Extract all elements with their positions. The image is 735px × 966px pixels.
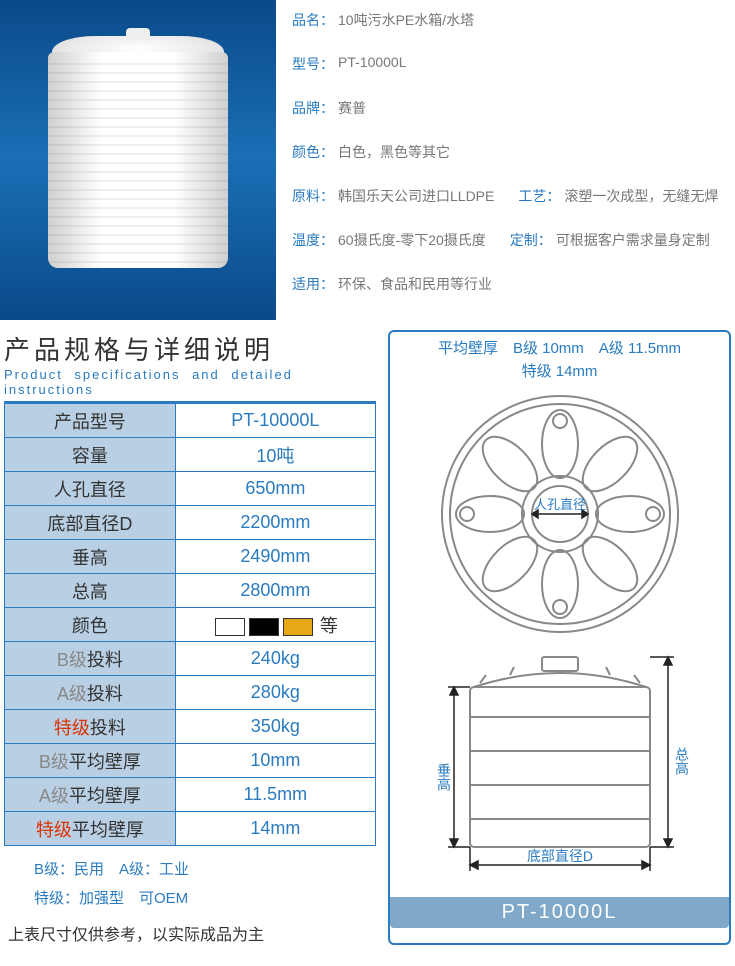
table-row: A级投料280kg <box>5 676 376 710</box>
spec-label: 人孔直径 <box>5 472 176 506</box>
info-value: 环保、食品和民用等行业 <box>338 274 492 294</box>
product-photo <box>0 0 276 320</box>
table-row: 产品型号PT-10000L <box>5 404 376 438</box>
spec-label: A级平均壁厚 <box>5 778 176 812</box>
info-row: 品名：10吨污水PE水箱/水塔 <box>292 10 735 30</box>
info-value: PT-10000L <box>338 54 407 74</box>
spec-label: 垂高 <box>5 540 176 574</box>
info-row: 型号：PT-10000L <box>292 54 735 74</box>
info-row: 颜色：白色，黑色等其它 <box>292 142 735 162</box>
table-row: 总高2800mm <box>5 574 376 608</box>
spec-value: 650mm <box>175 472 375 506</box>
spec-value: 2800mm <box>175 574 375 608</box>
spec-value: 10mm <box>175 744 375 778</box>
spec-table: 产品型号PT-10000L容量10吨人孔直径650mm底部直径D2200mm垂高… <box>4 403 376 846</box>
manhole-label: 人孔直径 <box>533 497 585 512</box>
table-row: B级平均壁厚10mm <box>5 744 376 778</box>
info-label: 原料： <box>292 186 334 206</box>
info-row: 温度：60摄氏度-零下20摄氏度 定制：可根据客户需求量身定制 <box>292 230 735 250</box>
info-label: 定制： <box>510 230 552 250</box>
info-row: 原料：韩国乐天公司进口LLDPE 工艺：滚塑一次成型，无缝无焊 <box>292 186 735 206</box>
svg-text:总高: 总高 <box>674 747 690 775</box>
spec-label: B级平均壁厚 <box>5 744 176 778</box>
svg-text:垂高: 垂高 <box>436 763 452 791</box>
spec-value: 等 <box>175 608 375 642</box>
info-value: 韩国乐天公司进口LLDPE <box>338 186 494 206</box>
info-label: 品牌： <box>292 98 334 118</box>
spec-label: 总高 <box>5 574 176 608</box>
table-row: 颜色 等 <box>5 608 376 642</box>
footnote-line: 特级：加强型 可OEM <box>34 885 376 914</box>
diagram-side-view: 垂高 总高 底部直径D <box>410 651 710 891</box>
info-label: 颜色： <box>292 142 334 162</box>
table-row: B级投料240kg <box>5 642 376 676</box>
spec-value: 2200mm <box>175 506 375 540</box>
table-row: 容量10吨 <box>5 438 376 472</box>
spec-value: 280kg <box>175 676 375 710</box>
spec-label: 特级平均壁厚 <box>5 812 176 846</box>
table-row: 垂高2490mm <box>5 540 376 574</box>
spec-value: 240kg <box>175 642 375 676</box>
diagram-column: 平均壁厚 B级 10mm A级 11.5mm 特级 14mm <box>388 330 731 945</box>
info-value: 60摄氏度-零下20摄氏度 <box>338 230 486 250</box>
tank-illustration <box>48 28 228 292</box>
color-swatch <box>283 618 313 636</box>
spec-column: 产品规格与详细说明 Product specifications and det… <box>4 330 376 945</box>
spec-label: B级投料 <box>5 642 176 676</box>
spec-label: 底部直径D <box>5 506 176 540</box>
info-label: 温度： <box>292 230 334 250</box>
info-row: 品牌：赛普 <box>292 98 735 118</box>
spec-label: 产品型号 <box>5 404 176 438</box>
table-row: A级平均壁厚11.5mm <box>5 778 376 812</box>
info-label: 品名： <box>292 10 334 30</box>
diagram-top-view: 人孔直径 <box>435 389 685 639</box>
info-value: 滚塑一次成型，无缝无焊 <box>564 186 718 206</box>
product-info: 品名：10吨污水PE水箱/水塔型号：PT-10000L品牌：赛普颜色：白色，黑色… <box>276 0 735 320</box>
section-title-en: Product specifications and detailed inst… <box>4 367 376 403</box>
info-label: 工艺： <box>518 186 560 206</box>
info-label: 型号： <box>292 54 334 74</box>
table-row: 特级投料350kg <box>5 710 376 744</box>
disclaimer: 上表尺寸仅供参考，以实际成品为主 <box>4 917 376 945</box>
table-row: 特级平均壁厚14mm <box>5 812 376 846</box>
info-value: 白色，黑色等其它 <box>338 142 450 162</box>
info-value: 可根据客户需求量身定制 <box>556 230 710 250</box>
spec-value: 10吨 <box>175 438 375 472</box>
thickness-line2: 特级 14mm <box>398 361 721 384</box>
color-swatch <box>215 618 245 636</box>
info-row: 适用：环保、食品和民用等行业 <box>292 274 735 294</box>
footnote-line: B级：民用 A级：工业 <box>34 856 376 885</box>
spec-value: 2490mm <box>175 540 375 574</box>
svg-text:底部直径D: 底部直径D <box>526 848 592 864</box>
table-row: 人孔直径650mm <box>5 472 376 506</box>
grade-footnotes: B级：民用 A级：工业 特级：加强型 可OEM <box>4 846 376 917</box>
spec-value: 350kg <box>175 710 375 744</box>
spec-label: 特级投料 <box>5 710 176 744</box>
thickness-title: 平均壁厚 B级 10mm A级 11.5mm 特级 14mm <box>398 338 721 383</box>
section-title-cn: 产品规格与详细说明 <box>4 330 376 367</box>
color-swatch <box>249 618 279 636</box>
info-label: 适用： <box>292 274 334 294</box>
info-value: 赛普 <box>338 98 366 118</box>
spec-label: 颜色 <box>5 608 176 642</box>
spec-label: 容量 <box>5 438 176 472</box>
lower-section: 产品规格与详细说明 Product specifications and det… <box>0 330 735 945</box>
model-bar: PT-10000L <box>390 897 729 928</box>
spec-value: 14mm <box>175 812 375 846</box>
spec-label: A级投料 <box>5 676 176 710</box>
top-section: 品名：10吨污水PE水箱/水塔型号：PT-10000L品牌：赛普颜色：白色，黑色… <box>0 0 735 330</box>
spec-value: PT-10000L <box>175 404 375 438</box>
thickness-line1: 平均壁厚 B级 10mm A级 11.5mm <box>438 340 681 357</box>
spec-value: 11.5mm <box>175 778 375 812</box>
table-row: 底部直径D2200mm <box>5 506 376 540</box>
info-value: 10吨污水PE水箱/水塔 <box>338 10 474 30</box>
